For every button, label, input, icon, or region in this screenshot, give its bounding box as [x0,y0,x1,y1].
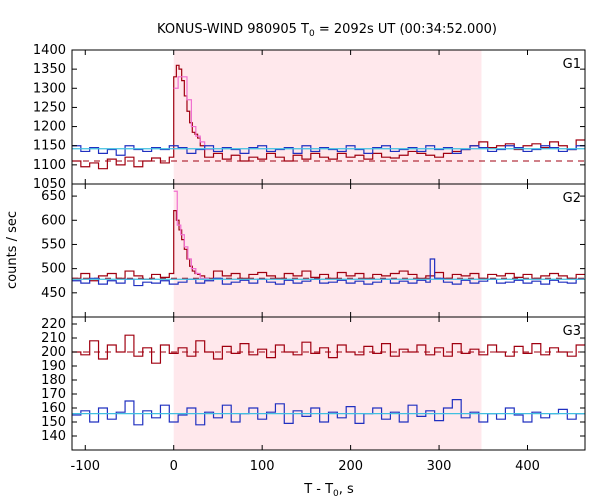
x-tick-label-300: 300 [427,459,452,474]
y-tick-label-G1-1100: 1100 [33,158,66,173]
tick-layer [72,49,585,451]
series-G2-pink [173,190,210,279]
x-tick-label-200: 200 [338,459,363,474]
shaded-interval-G3 [173,317,482,450]
shaded-interval-G1 [173,50,482,184]
y-tick-label-G3-210: 210 [41,331,66,346]
y-tick-label-G2-550: 550 [41,237,66,252]
y-tick-label-G1-1150: 1150 [33,139,66,154]
x-tick-label-100: 100 [250,459,275,474]
y-tick-label-G3-150: 150 [41,415,66,430]
panel-label-G1: G1 [563,57,581,72]
y-tick-label-G2-650: 650 [41,189,66,204]
x-tick-label-400: 400 [515,459,540,474]
series-G3-dark_red [72,334,585,364]
x-tick-label-0: 0 [170,459,178,474]
panel-frame-G3 [71,316,586,451]
y-axis-title: counts / sec [5,211,20,289]
y-tick-label-G3-200: 200 [41,345,66,360]
panel-label-G2: G2 [563,191,581,206]
x-tick-label--100: -100 [71,459,101,474]
y-tick-label-G1-1300: 1300 [33,81,66,96]
x-axis-title: T - T0, s [303,482,354,499]
y-tick-label-G2-600: 600 [41,213,66,228]
shaded-interval-layer [173,50,482,450]
y-tick-label-G3-170: 170 [41,387,66,402]
series-layer [72,64,585,426]
series-G3-blue [72,399,585,426]
panel-label-G3: G3 [563,324,581,339]
series-G2-dark_red [72,210,585,282]
shaded-interval-G2 [173,184,482,317]
y-tick-label-G1-1200: 1200 [33,120,66,135]
y-tick-label-G3-190: 190 [41,359,66,374]
y-tick-label-G2-500: 500 [41,262,66,277]
y-tick-label-G1-1250: 1250 [33,100,66,115]
series-G2-blue [72,258,585,287]
y-tick-label-G3-180: 180 [41,373,66,388]
y-tick-label-G1-1400: 1400 [33,43,66,58]
chart-title: KONUS-WIND 980905 T0 = 2092s UT (00:34:5… [157,22,497,39]
y-tick-label-G1-1350: 1350 [33,62,66,77]
series-G1-pink [173,76,214,151]
y-tick-label-G3-140: 140 [41,429,66,444]
y-tick-label-G1-1050: 1050 [33,177,66,192]
y-tick-label-G3-220: 220 [41,317,66,332]
y-tick-label-G2-450: 450 [41,286,66,301]
series-G1-dark_red [72,64,585,170]
frame-layer [71,49,586,451]
label-layer: 10501100115012001250130013501400G1450500… [33,43,581,474]
y-tick-label-G3-160: 160 [41,401,66,416]
